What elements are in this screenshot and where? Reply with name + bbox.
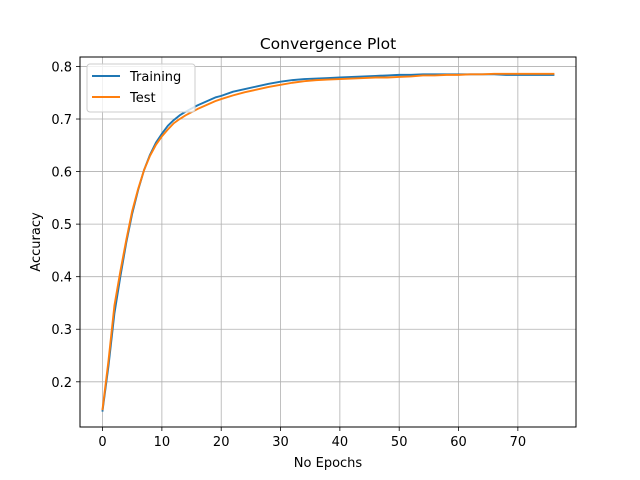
legend-label-training: Training [129,70,181,85]
ticks: 0 10 20 30 40 50 60 70 0.2 0.3 0.4 0.5 0.6 0.7 0.8 [51,60,526,450]
x-tick-label: 40 [332,435,349,450]
y-tick-label: 0.2 [51,376,72,391]
series-line-test [101,72,555,411]
x-tick-label: 70 [510,435,527,450]
x-axis-label: No Epochs [294,456,363,471]
x-tick-label: 0 [98,435,106,450]
chart-title: Convergence Plot [260,35,396,53]
y-tick-label: 0.7 [51,113,72,128]
y-axis-label: Accuracy [29,212,44,272]
x-tick-label: 30 [272,435,289,450]
x-tick-label: 10 [154,435,171,450]
x-tick-label: 60 [450,435,467,450]
y-tick-label: 0.6 [51,166,72,181]
legend-label-test: Test [129,91,156,106]
y-tick-label: 0.8 [51,60,72,75]
plot-frame [79,56,577,428]
series-group [101,72,555,412]
x-tick-label: 20 [213,435,230,450]
y-tick-label: 0.4 [51,271,72,286]
x-tick-label: 50 [391,435,408,450]
grid [80,57,576,427]
y-tick-label: 0.3 [51,323,72,338]
legend: Training Test [86,63,196,113]
y-tick-label: 0.5 [51,218,72,233]
